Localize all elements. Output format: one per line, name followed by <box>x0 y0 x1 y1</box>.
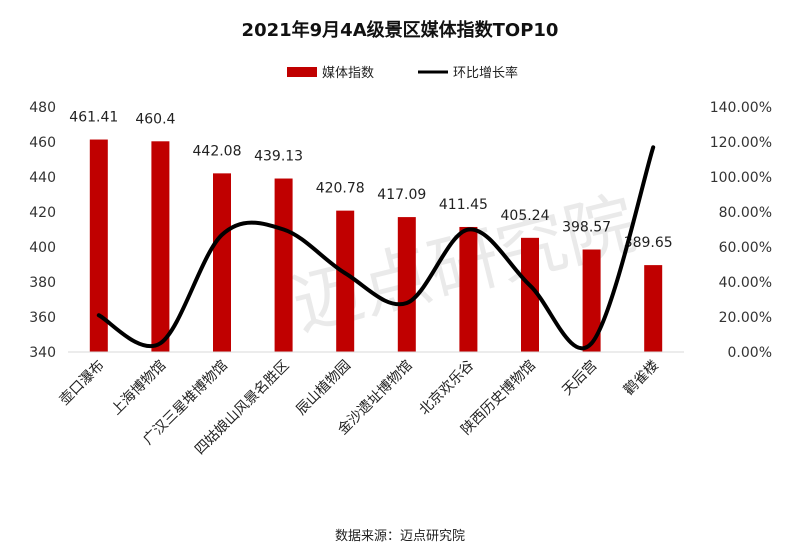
y-right-tick: 40.00% <box>719 275 772 291</box>
y-right-tick: 80.00% <box>719 205 772 221</box>
bar-value-label: 417.09 <box>377 187 426 203</box>
bar <box>336 210 355 352</box>
category-label: 天后宫 <box>559 358 600 399</box>
bar-value-label: 439.13 <box>254 149 303 165</box>
y-left-tick: 460 <box>29 135 56 151</box>
chart-title: 2021年9月4A级景区媒体指数TOP10 <box>242 19 559 41</box>
bar <box>644 265 663 352</box>
y-right-tick: 0.00% <box>728 345 772 361</box>
growth-rate-line <box>96 145 656 351</box>
source-note: 数据来源：迈点研究院 <box>335 529 465 544</box>
bar <box>397 217 416 352</box>
y-right-tick: 20.00% <box>719 310 772 326</box>
bar <box>459 226 478 352</box>
bar <box>213 173 231 352</box>
y-left-tick: 380 <box>29 275 56 291</box>
bar-value-label: 442.08 <box>193 143 242 159</box>
category-label: 上海博物馆 <box>108 357 170 419</box>
bar-value-label: 420.78 <box>316 181 365 197</box>
legend-bar-swatch <box>287 67 317 77</box>
y-left-tick: 400 <box>29 240 56 256</box>
bar <box>274 178 293 352</box>
bar-value-label: 460.4 <box>135 111 175 127</box>
bar <box>89 139 108 352</box>
bar <box>151 141 170 352</box>
y-left-tick: 360 <box>29 310 56 326</box>
bar-value-label: 398.57 <box>562 220 611 236</box>
category-label: 壶口瀑布 <box>57 358 108 409</box>
bar-value-label: 411.45 <box>439 197 488 213</box>
y-left-tick: 480 <box>29 100 56 116</box>
y-right-tick: 100.00% <box>710 170 772 186</box>
y-left-tick: 440 <box>29 170 56 186</box>
bar <box>582 249 601 352</box>
category-label: 辰山植物园 <box>293 358 354 419</box>
category-label: 北京欢乐谷 <box>416 358 477 419</box>
y-right-tick: 140.00% <box>710 100 772 116</box>
y-right-tick: 120.00% <box>710 135 772 151</box>
bar-value-label: 461.41 <box>69 110 118 126</box>
bar <box>521 237 539 352</box>
y-left-tick: 340 <box>29 345 56 361</box>
y-right-tick: 60.00% <box>719 240 772 256</box>
bar-value-label: 405.24 <box>501 208 550 224</box>
y-left-tick: 420 <box>29 205 56 221</box>
legend: 媒体指数 环比增长率 <box>287 65 518 81</box>
legend-bar-label: 媒体指数 <box>322 66 374 81</box>
bar-value-label: 389.65 <box>624 235 673 251</box>
category-label: 鹳雀楼 <box>620 357 662 399</box>
legend-line-label: 环比增长率 <box>453 65 518 81</box>
